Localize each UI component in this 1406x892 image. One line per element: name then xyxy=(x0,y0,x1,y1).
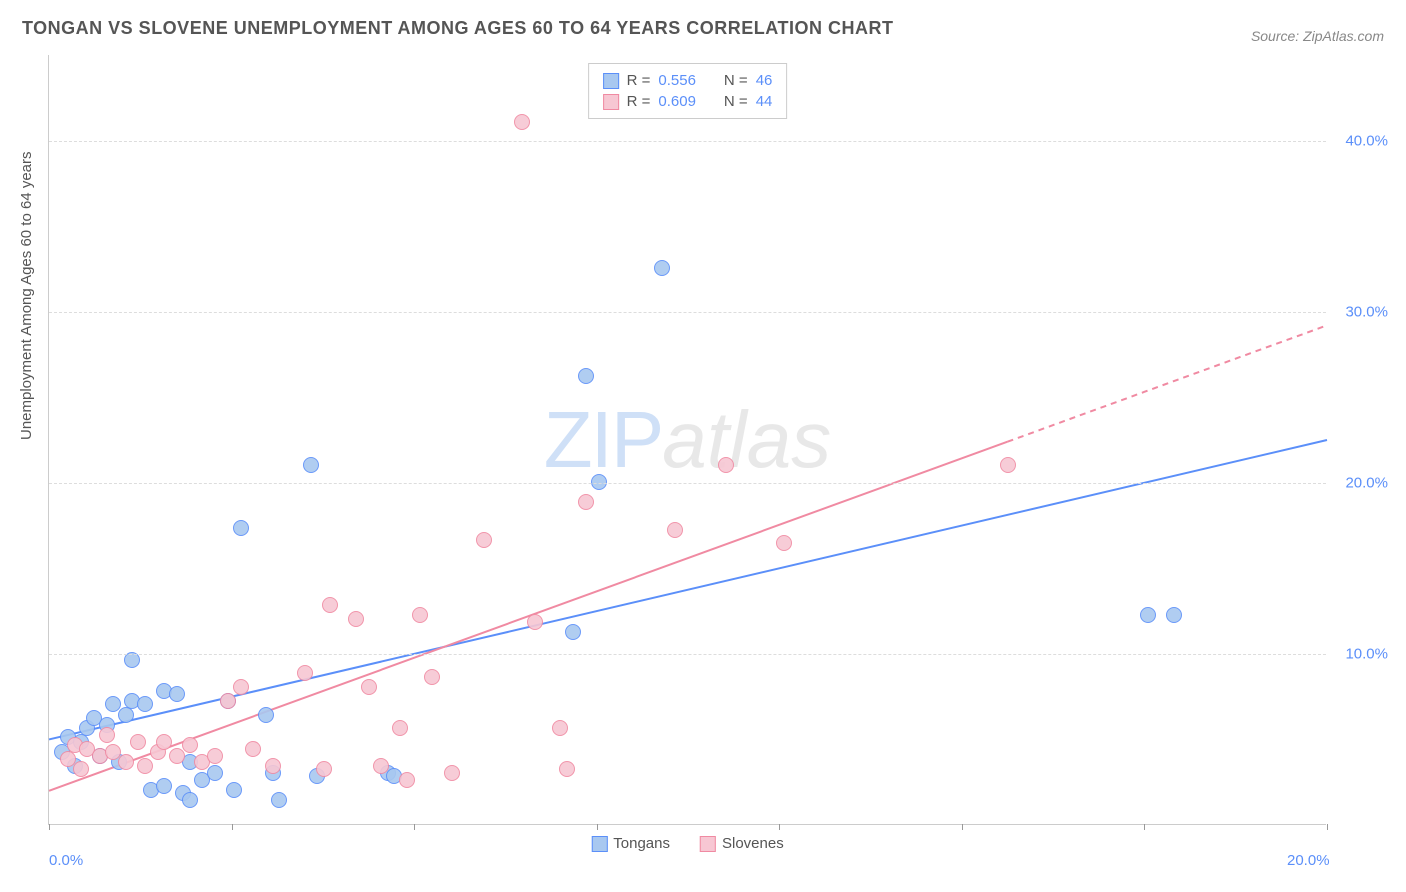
scatter-point-slovenes xyxy=(718,457,734,473)
scatter-point-tongans xyxy=(1166,607,1182,623)
bottom-legend: Tongans Slovenes xyxy=(591,835,783,852)
r-label-1: R = xyxy=(627,93,651,110)
scatter-point-tongans xyxy=(207,765,223,781)
stats-row-tongans: R = 0.556 N = 46 xyxy=(603,70,773,91)
chart-title: TONGAN VS SLOVENE UNEMPLOYMENT AMONG AGE… xyxy=(22,18,893,39)
swatch-tongans xyxy=(603,73,619,89)
scatter-point-slovenes xyxy=(316,761,332,777)
y-tick-label: 40.0% xyxy=(1345,132,1388,149)
scatter-point-tongans xyxy=(118,707,134,723)
x-tick-label: 0.0% xyxy=(49,852,83,869)
y-axis-label: Unemployment Among Ages 60 to 64 years xyxy=(18,151,35,440)
x-tick xyxy=(232,824,233,830)
scatter-point-tongans xyxy=(565,624,581,640)
x-tick xyxy=(49,824,50,830)
plot-area: ZIPatlas R = 0.556 N = 46 R = 0.609 N = … xyxy=(48,55,1326,825)
source-text: Source: ZipAtlas.com xyxy=(1251,28,1384,44)
scatter-point-slovenes xyxy=(399,772,415,788)
scatter-point-slovenes xyxy=(118,754,134,770)
legend-item-slovenes: Slovenes xyxy=(700,835,784,852)
n-label-1: N = xyxy=(724,93,748,110)
n-label-0: N = xyxy=(724,72,748,89)
n-value-1: 44 xyxy=(756,93,773,110)
scatter-point-slovenes xyxy=(1000,457,1016,473)
scatter-point-slovenes xyxy=(220,693,236,709)
scatter-point-slovenes xyxy=(265,758,281,774)
stats-row-slovenes: R = 0.609 N = 44 xyxy=(603,91,773,112)
scatter-point-slovenes xyxy=(476,532,492,548)
scatter-point-slovenes xyxy=(444,765,460,781)
scatter-point-slovenes xyxy=(552,720,568,736)
x-tick xyxy=(1144,824,1145,830)
scatter-point-tongans xyxy=(169,686,185,702)
grid-line xyxy=(49,312,1326,313)
scatter-point-slovenes xyxy=(514,114,530,130)
scatter-point-slovenes xyxy=(424,669,440,685)
scatter-point-tongans xyxy=(654,260,670,276)
x-tick-label: 20.0% xyxy=(1287,852,1330,869)
y-tick-label: 20.0% xyxy=(1345,474,1388,491)
scatter-point-tongans xyxy=(226,782,242,798)
trend-line-dash-slovenes xyxy=(1008,325,1328,441)
scatter-point-tongans xyxy=(271,792,287,808)
y-tick-label: 30.0% xyxy=(1345,303,1388,320)
scatter-point-slovenes xyxy=(559,761,575,777)
scatter-point-tongans xyxy=(303,457,319,473)
x-tick xyxy=(779,824,780,830)
scatter-point-slovenes xyxy=(73,761,89,777)
n-value-0: 46 xyxy=(756,72,773,89)
r-value-0: 0.556 xyxy=(658,72,696,89)
y-tick-label: 10.0% xyxy=(1345,645,1388,662)
scatter-point-slovenes xyxy=(578,494,594,510)
r-value-1: 0.609 xyxy=(658,93,696,110)
scatter-point-slovenes xyxy=(392,720,408,736)
grid-line xyxy=(49,141,1326,142)
legend-label-slovenes: Slovenes xyxy=(722,835,784,852)
scatter-point-tongans xyxy=(137,696,153,712)
x-tick xyxy=(597,824,598,830)
scatter-point-slovenes xyxy=(527,614,543,630)
scatter-point-slovenes xyxy=(297,665,313,681)
scatter-point-slovenes xyxy=(245,741,261,757)
legend-item-tongans: Tongans xyxy=(591,835,670,852)
swatch-slovenes xyxy=(603,94,619,110)
scatter-point-tongans xyxy=(1140,607,1156,623)
scatter-point-slovenes xyxy=(412,607,428,623)
scatter-point-slovenes xyxy=(130,734,146,750)
x-tick xyxy=(1327,824,1328,830)
legend-swatch-tongans xyxy=(591,836,607,852)
scatter-point-slovenes xyxy=(137,758,153,774)
grid-line xyxy=(49,654,1326,655)
scatter-point-slovenes xyxy=(156,734,172,750)
legend-label-tongans: Tongans xyxy=(613,835,670,852)
grid-line xyxy=(49,483,1326,484)
scatter-point-slovenes xyxy=(361,679,377,695)
scatter-point-slovenes xyxy=(348,611,364,627)
scatter-point-tongans xyxy=(233,520,249,536)
x-tick xyxy=(962,824,963,830)
scatter-point-slovenes xyxy=(373,758,389,774)
scatter-point-slovenes xyxy=(182,737,198,753)
x-tick xyxy=(414,824,415,830)
trend-lines-svg xyxy=(49,55,1326,824)
scatter-point-tongans xyxy=(258,707,274,723)
r-label-0: R = xyxy=(627,72,651,89)
scatter-point-slovenes xyxy=(99,727,115,743)
stats-box: R = 0.556 N = 46 R = 0.609 N = 44 xyxy=(588,63,788,119)
scatter-point-slovenes xyxy=(207,748,223,764)
scatter-point-slovenes xyxy=(322,597,338,613)
scatter-point-tongans xyxy=(578,368,594,384)
scatter-point-tongans xyxy=(182,792,198,808)
scatter-point-tongans xyxy=(156,778,172,794)
scatter-point-slovenes xyxy=(776,535,792,551)
legend-swatch-slovenes xyxy=(700,836,716,852)
scatter-point-slovenes xyxy=(233,679,249,695)
scatter-point-slovenes xyxy=(667,522,683,538)
